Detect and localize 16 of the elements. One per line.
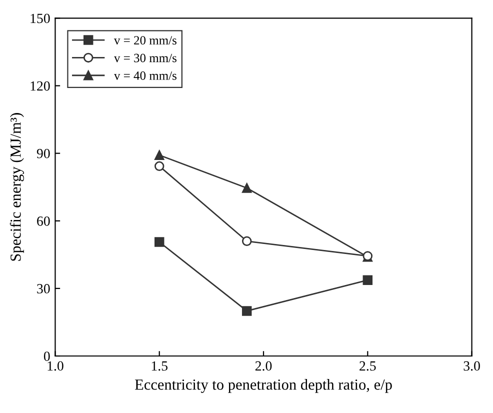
x-tick-label: 1.5 xyxy=(152,361,168,371)
y-tick-label: 150 xyxy=(30,14,50,24)
x-tick-label: 3.0 xyxy=(464,361,480,371)
legend-label: v = 20 mm/s xyxy=(114,36,176,45)
legend-label: v = 40 mm/s xyxy=(114,71,176,80)
y-tick-label: 0 xyxy=(44,352,50,361)
x-tick-label: 2.5 xyxy=(360,361,376,371)
x-tick-label: 1.0 xyxy=(48,361,64,371)
y-axis-title: Specific energy (MJ/m³) xyxy=(10,113,24,261)
y-tick-label: 60 xyxy=(37,216,50,226)
x-axis-title: Eccentricity to penetration depth ratio, e/p xyxy=(134,379,392,393)
y-tick-label: 30 xyxy=(37,284,50,294)
legend-label: v = 30 mm/s xyxy=(114,54,176,62)
y-tick-label: 90 xyxy=(36,148,50,158)
x-tick-label: 2.0 xyxy=(255,361,272,371)
y-tick-label: 120 xyxy=(30,81,50,91)
